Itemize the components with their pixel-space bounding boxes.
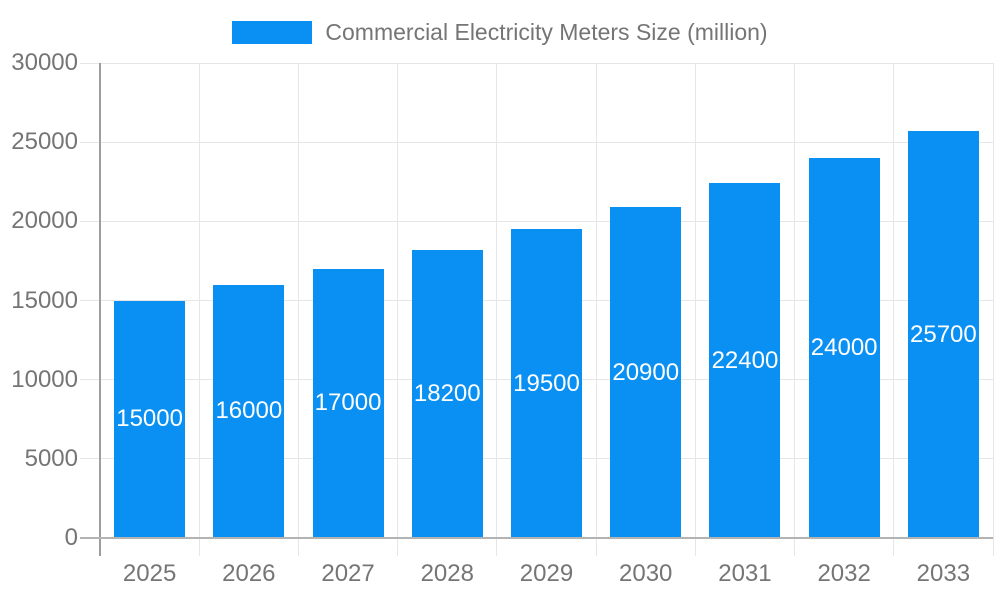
bar-value-label: 15000 — [116, 405, 183, 433]
y-axis-tick-label: 10000 — [11, 365, 78, 393]
x-axis-tick-label: 2028 — [420, 560, 474, 587]
bar-value-label: 18200 — [413, 379, 481, 407]
x-gridline — [794, 63, 796, 556]
x-axis-tick-label: 2031 — [718, 560, 772, 587]
bar-value-label: 20900 — [612, 358, 680, 386]
y-gridline — [80, 141, 993, 143]
y-gridline — [80, 220, 993, 222]
x-axis-tick-label: 2032 — [817, 560, 871, 587]
y-axis-tick-label: 15000 — [11, 286, 78, 314]
bar-value-label: 24000 — [810, 334, 878, 361]
x-gridline — [297, 63, 299, 556]
bar-2026[interactable] — [213, 284, 285, 538]
bar-2027[interactable] — [312, 268, 384, 538]
bar-value-label: 17000 — [314, 389, 382, 417]
y-axis-tick-label: 30000 — [11, 49, 78, 76]
bar-2029[interactable] — [511, 229, 582, 538]
x-gridline — [595, 63, 597, 556]
bar-2030[interactable] — [610, 207, 682, 538]
y-axis-tick-label: 20000 — [11, 207, 78, 235]
x-gridline — [992, 63, 994, 556]
x-gridline — [893, 63, 895, 556]
x-gridline — [397, 63, 399, 556]
x-gridline — [198, 63, 200, 556]
x-gridline — [694, 63, 696, 556]
bar-2033[interactable] — [907, 131, 979, 538]
bar-value-label: 19500 — [513, 369, 580, 397]
x-axis-tick-label: 2030 — [619, 560, 673, 587]
bar-2025[interactable] — [114, 300, 186, 538]
x-axis-tick-label: 2033 — [916, 560, 971, 587]
y-axis-tick-label: 0 — [64, 524, 78, 551]
bar-2028[interactable] — [411, 249, 483, 538]
x-axis-tick-label: 2026 — [222, 560, 276, 587]
bar-value-label: 22400 — [711, 346, 779, 374]
bar-value-label: 25700 — [910, 320, 977, 348]
y-axis-line — [99, 63, 101, 556]
x-gridline — [496, 63, 498, 556]
legend-label: Commercial Electricity Meters Size (mill… — [325, 19, 768, 45]
y-gridline — [80, 62, 993, 64]
chart-legend[interactable]: Commercial Electricity Meters Size (mill… — [0, 19, 1000, 45]
x-axis-tick-label: 2029 — [519, 560, 574, 587]
x-axis-tick-label: 2027 — [321, 560, 375, 587]
bar-2031[interactable] — [709, 183, 781, 538]
y-axis-tick-label: 5000 — [24, 444, 78, 472]
bar-value-label: 16000 — [215, 397, 283, 425]
y-axis-tick-label: 25000 — [11, 128, 78, 156]
x-axis-tick-label: 2025 — [122, 560, 177, 587]
legend-swatch-icon — [232, 20, 313, 44]
x-axis-line — [80, 537, 993, 539]
bar-2032[interactable] — [808, 158, 880, 538]
